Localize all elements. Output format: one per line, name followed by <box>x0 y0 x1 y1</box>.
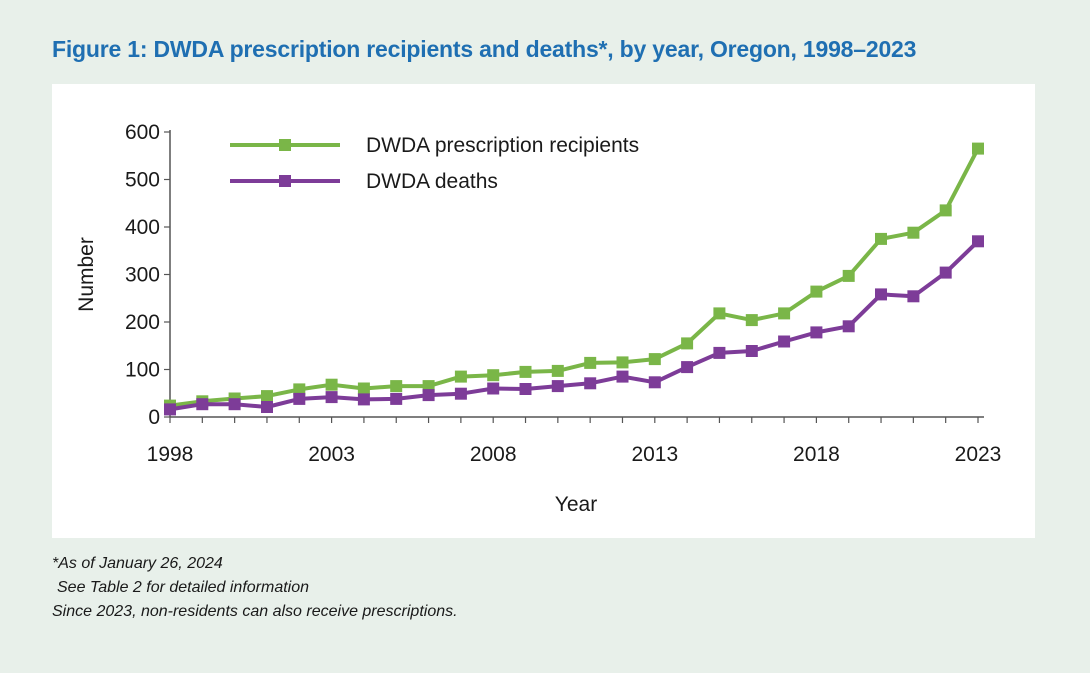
legend-marker <box>279 139 291 151</box>
data-point-marker <box>261 390 273 403</box>
data-point-marker <box>261 401 273 413</box>
chart-panel: 0 100 200 300 400 500 600 1998 2003 2008 2013 2018… <box>52 84 1035 538</box>
data-point-marker <box>778 307 791 320</box>
data-point-marker <box>713 346 726 359</box>
y-tick-label: 400 <box>125 216 160 239</box>
legend: DWDA prescription recipients DWDA deaths <box>230 134 639 193</box>
data-point-marker <box>325 378 338 391</box>
x-axis-ticks: 1998 2003 2008 2013 2018 2023 <box>147 417 1002 466</box>
y-tick-label: 500 <box>125 169 160 192</box>
data-point-marker <box>551 364 564 377</box>
x-tick-label: 1998 <box>147 443 194 466</box>
data-series <box>164 142 984 416</box>
footnote-non-residents: Since 2023, non-residents can also recei… <box>52 603 458 620</box>
legend-marker <box>279 175 291 187</box>
data-point-marker <box>939 266 952 279</box>
data-point-marker <box>907 226 920 239</box>
data-point-marker <box>228 398 241 411</box>
footnote-see-table: See Table 2 for detailed information <box>57 579 310 596</box>
x-tick-label: 2023 <box>955 443 1002 466</box>
data-point-marker <box>810 285 823 298</box>
figure-title: Figure 1: DWDA prescription recipients a… <box>52 36 917 62</box>
x-tick-label: 2003 <box>308 443 355 466</box>
legend-label: DWDA prescription recipients <box>366 134 639 157</box>
y-tick-label: 100 <box>125 359 160 382</box>
y-tick-label: 300 <box>125 264 160 287</box>
legend-label: DWDA deaths <box>366 170 498 193</box>
data-point-marker <box>616 370 629 383</box>
series-deaths <box>164 235 984 416</box>
data-point-marker <box>487 369 500 382</box>
data-point-marker <box>745 345 758 357</box>
data-point-marker <box>681 337 694 350</box>
data-point-marker <box>325 391 338 404</box>
data-point-marker <box>681 361 694 374</box>
line-chart: 0 100 200 300 400 500 600 1998 2003 2008 2013 2018… <box>75 121 1002 516</box>
y-axis-ticks: 0 100 200 300 400 500 600 <box>125 121 170 429</box>
data-point-marker <box>357 393 370 406</box>
x-tick-label: 2013 <box>631 443 678 466</box>
data-point-marker <box>357 382 370 395</box>
data-point-marker <box>875 232 887 245</box>
data-point-marker <box>390 380 403 393</box>
axes <box>169 130 984 418</box>
data-point-marker <box>584 377 597 390</box>
data-point-marker <box>487 382 500 395</box>
y-tick-label: 0 <box>148 406 160 429</box>
data-point-marker <box>875 288 887 301</box>
data-point-marker <box>196 398 209 411</box>
data-point-marker <box>810 326 823 339</box>
data-point-marker <box>551 380 564 393</box>
data-point-marker <box>454 370 467 383</box>
data-point-marker <box>584 356 597 369</box>
data-point-marker <box>422 389 435 402</box>
data-point-marker <box>972 235 984 248</box>
data-point-marker <box>616 356 629 369</box>
data-point-marker <box>293 383 306 396</box>
y-axis-title: Number <box>75 237 98 312</box>
data-point-marker <box>778 335 791 348</box>
y-tick-label: 600 <box>125 121 160 144</box>
data-point-marker <box>519 383 532 395</box>
data-point-marker <box>842 269 855 282</box>
footnotes: *As of January 26, 2024 See Table 2 for … <box>52 552 458 624</box>
series-line <box>169 147 980 408</box>
footnote-as-of: *As of January 26, 2024 <box>52 555 223 572</box>
data-point-marker <box>713 307 726 320</box>
data-point-marker <box>648 353 661 366</box>
data-point-marker <box>842 320 855 333</box>
x-axis-title: Year <box>555 493 597 516</box>
data-point-marker <box>390 392 403 405</box>
data-point-marker <box>745 314 758 327</box>
data-point-marker <box>648 376 661 389</box>
x-tick-label: 2008 <box>470 443 517 466</box>
data-point-marker <box>972 142 984 155</box>
data-point-marker <box>293 392 306 405</box>
y-tick-label: 200 <box>125 311 160 334</box>
data-point-marker <box>939 204 952 217</box>
data-point-marker <box>519 365 532 378</box>
x-tick-label: 2018 <box>793 443 840 466</box>
data-point-marker <box>907 290 920 303</box>
data-point-marker <box>164 403 176 416</box>
data-point-marker <box>454 387 467 400</box>
